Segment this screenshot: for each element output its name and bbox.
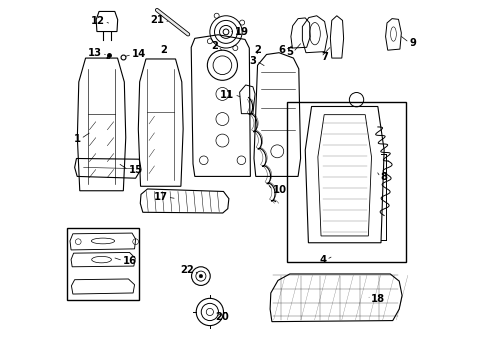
- Text: 2: 2: [211, 41, 218, 51]
- Text: 6: 6: [278, 45, 285, 55]
- Text: 16: 16: [123, 256, 137, 266]
- Text: 9: 9: [409, 38, 416, 48]
- Text: 14: 14: [132, 49, 147, 59]
- Text: 2: 2: [160, 45, 167, 55]
- Circle shape: [199, 274, 203, 278]
- Text: 3: 3: [249, 56, 256, 66]
- Text: 1: 1: [74, 134, 81, 144]
- Bar: [287, 102, 406, 262]
- Text: 19: 19: [235, 27, 249, 37]
- Text: 15: 15: [128, 165, 143, 175]
- Text: 22: 22: [180, 265, 194, 275]
- Bar: [68, 228, 139, 300]
- Text: 4: 4: [319, 255, 326, 265]
- Text: 5: 5: [286, 47, 293, 57]
- Text: 13: 13: [88, 48, 102, 58]
- Text: 8: 8: [381, 172, 388, 182]
- Text: 18: 18: [371, 294, 385, 304]
- Text: 12: 12: [91, 17, 104, 27]
- Text: 11: 11: [220, 90, 234, 100]
- Text: 7: 7: [321, 52, 328, 62]
- Text: 10: 10: [273, 185, 287, 195]
- Text: 20: 20: [216, 312, 229, 322]
- Text: 21: 21: [150, 15, 165, 25]
- Text: 2: 2: [254, 45, 261, 55]
- Text: 17: 17: [153, 192, 168, 202]
